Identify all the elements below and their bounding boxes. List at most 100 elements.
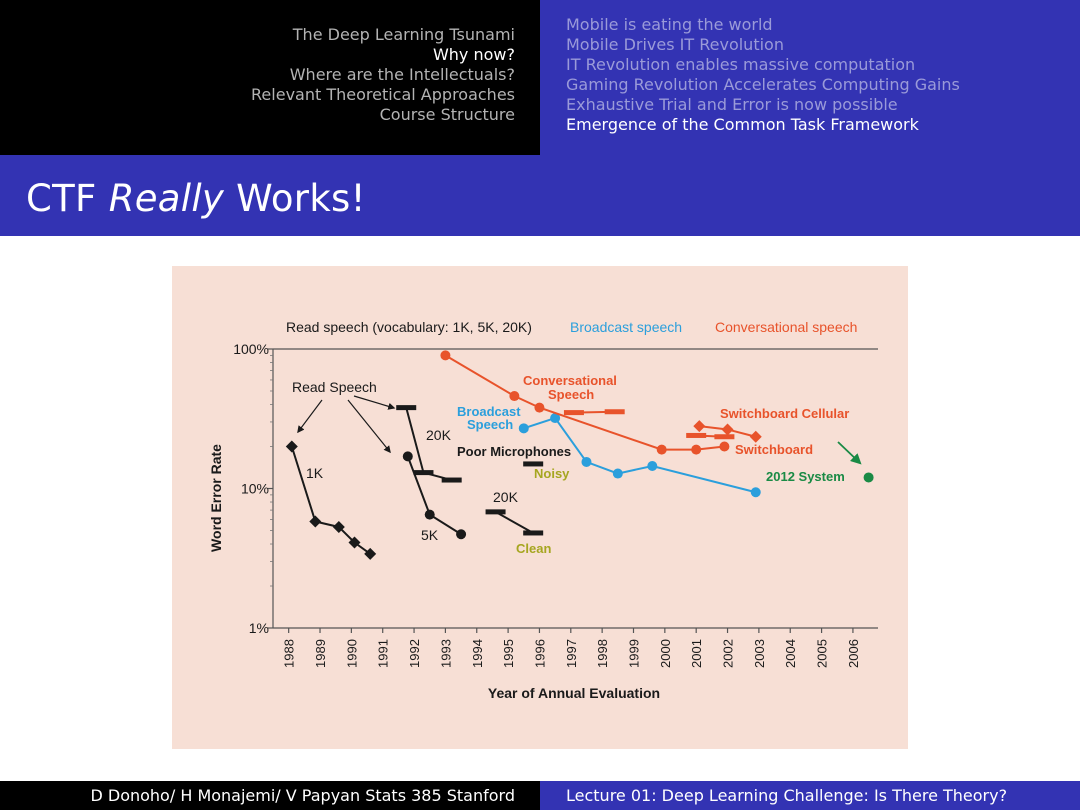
x-tick-label: 2003 [752,639,767,668]
annotation-poor-microphones: Poor Microphones [457,444,571,459]
x-tick-label: 1999 [626,639,641,668]
annotation-conversational-speech: Speech [548,387,594,402]
data-point [332,520,345,533]
annotation-broadcast-speech: Speech [467,417,513,432]
nav-subsection-mobile-eating[interactable]: Mobile is eating the world [566,15,773,34]
data-point [581,456,592,467]
nav-subsection-trial-and-error[interactable]: Exhaustive Trial and Error is now possib… [566,95,898,114]
title-suffix: Works! [224,177,366,220]
x-tick-label: 1991 [376,639,391,668]
data-point [550,413,561,424]
series-conversational-speech-bars [563,409,625,416]
annotation-switchboard: Switchboard [735,442,813,457]
series-broadcast-speech [518,413,761,498]
footer-lecture: Lecture 01: Deep Learning Challenge: Is … [540,781,1080,810]
legend-broadcast-speech: Broadcast speech [570,319,682,335]
data-point [534,402,545,413]
data-point [396,405,417,411]
x-tick-label: 1988 [282,639,297,668]
x-tick-label: 1998 [595,639,610,668]
x-tick-label: 1994 [470,639,485,668]
x-tick-label: 1993 [438,639,453,668]
annotation-noisy: Noisy [534,466,570,481]
data-point [612,468,623,479]
data-point [719,441,730,452]
series-conversational-speech [440,350,730,455]
frame-title-bar: CTF Really Works! [0,155,1080,236]
series-read-20k-clean [485,509,544,536]
data-point [364,547,377,560]
x-tick-label: 2002 [721,639,736,668]
data-point [523,461,544,467]
data-point [402,451,413,462]
x-tick-label: 1996 [532,639,547,668]
nav-section-intellectuals[interactable]: Where are the Intellectuals? [289,65,515,84]
data-point [413,470,434,476]
annotation-5k: 5K [421,527,439,543]
data-point [424,509,435,520]
series-read-20k [396,405,462,483]
annotation-read-speech: Read Speech [292,379,377,395]
footer-authors-text: D Donoho/ H Monajemi/ V Papyan Stats 385… [90,786,515,805]
x-tick-label: 2001 [689,639,704,668]
annotation-clean: Clean [516,541,551,556]
data-point [440,350,451,361]
annotation-2012-system: 2012 System [766,469,845,484]
title-emphasis: Really [108,177,225,220]
x-tick-label: 1990 [344,639,359,668]
annotation-conversational: Conversational [523,373,617,388]
x-tick-label: 1997 [564,639,579,668]
title-prefix: CTF [26,177,109,220]
data-point [348,536,361,549]
x-tick-label: 1995 [501,639,516,668]
x-tick-label: 2005 [815,639,830,668]
series-switchboard-bars [686,432,735,440]
x-tick-label: 2006 [846,639,861,668]
data-point [693,420,706,433]
data-point [604,409,625,415]
data-point [456,529,467,540]
nav-section-course-structure[interactable]: Course Structure [379,105,515,124]
data-point [656,444,667,455]
nav-section-theoretical-approaches[interactable]: Relevant Theoretical Approaches [251,85,515,104]
nav-subsection-gaming-revolution[interactable]: Gaming Revolution Accelerates Computing … [566,75,960,94]
data-point [285,440,298,453]
y-axis-title: Word Error Rate [208,444,224,552]
footer-authors: D Donoho/ H Monajemi/ V Papyan Stats 385… [0,781,540,810]
annotation-1k: 1K [306,465,324,481]
y-tick-label: 1% [249,620,269,636]
data-point [441,477,462,483]
nav-section-why-now[interactable]: Why now? [432,45,515,64]
nav-subsection-mobile-drives[interactable]: Mobile Drives IT Revolution [566,35,784,54]
nav-subsection-it-revolution[interactable]: IT Revolution enables massive computatio… [566,55,916,74]
data-point [523,530,544,536]
data-point [518,423,529,434]
series-line [406,455,462,536]
series-read-1k [285,440,377,560]
series-poor-microphones [523,461,544,467]
section-navigation: The Deep Learning Tsunami Why now? Where… [0,0,540,155]
arrow-read-speech-20k [353,395,396,410]
data-point [863,472,874,483]
series-2012-system [863,472,874,483]
legend-read-speech: Read speech (vocabulary: 1K, 5K, 20K) [286,319,532,335]
series-line [444,354,725,451]
legend-conversational-speech: Conversational speech [715,319,857,335]
nav-section-deep-learning-tsunami[interactable]: The Deep Learning Tsunami [292,25,515,44]
subsection-navigation: Mobile is eating the world Mobile Drives… [540,0,1080,155]
data-point [309,515,322,528]
y-tick-label: 10% [241,481,269,497]
data-point [647,460,658,471]
data-point [749,430,762,443]
arrow-2012-system [837,441,862,465]
annotation-20k-upper: 20K [426,427,452,443]
x-tick-label: 1992 [407,639,422,668]
arrow-read-speech-1k [297,399,323,434]
x-tick-label: 1989 [313,639,328,668]
data-point [691,444,702,455]
frame-title: CTF Really Works! [26,177,366,220]
footer-lecture-text: Lecture 01: Deep Learning Challenge: Is … [566,786,1008,805]
nav-subsection-common-task-framework[interactable]: Emergence of the Common Task Framework [566,115,919,134]
data-point [485,509,506,515]
series-read-5k [402,451,467,540]
